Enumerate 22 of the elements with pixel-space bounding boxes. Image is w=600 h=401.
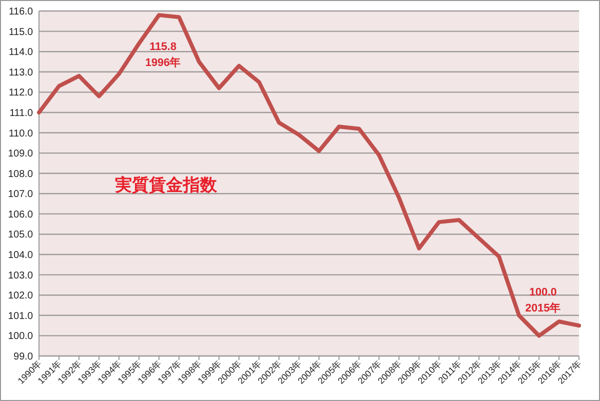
y-tick-label: 111.0 (9, 108, 34, 119)
y-tick-label: 101.0 (8, 310, 34, 322)
y-tick-label: 116.0 (8, 6, 34, 18)
y-tick-label: 100.0 (8, 331, 34, 342)
y-tick-label: 102.0 (8, 290, 34, 302)
y-tick-label: 113.0 (8, 67, 34, 78)
y-tick-label: 99.0 (14, 352, 34, 362)
y-tick-label: 103.0 (8, 270, 34, 282)
y-tick-label: 106.0 (8, 209, 34, 220)
line-series (37, 13, 581, 338)
y-tick-label: 104.0 (8, 250, 34, 262)
y-tick-label: 115.0 (8, 26, 34, 38)
y-tick-label: 105.0 (8, 230, 34, 241)
y-tick-label: 112.0 (8, 88, 34, 99)
y-tick-label: 109.0 (8, 148, 34, 160)
y-tick-label: 108.0 (8, 168, 34, 180)
y-tick-label: 114.0 (8, 47, 34, 58)
y-tick-label: 107.0 (8, 189, 34, 200)
y-tick-label: 110.0 (8, 128, 34, 140)
annotation: 100.0 2015年 (525, 286, 561, 315)
annotation: 115.8 1996年 (145, 41, 181, 70)
text: 実質賃金指数 (114, 175, 218, 194)
